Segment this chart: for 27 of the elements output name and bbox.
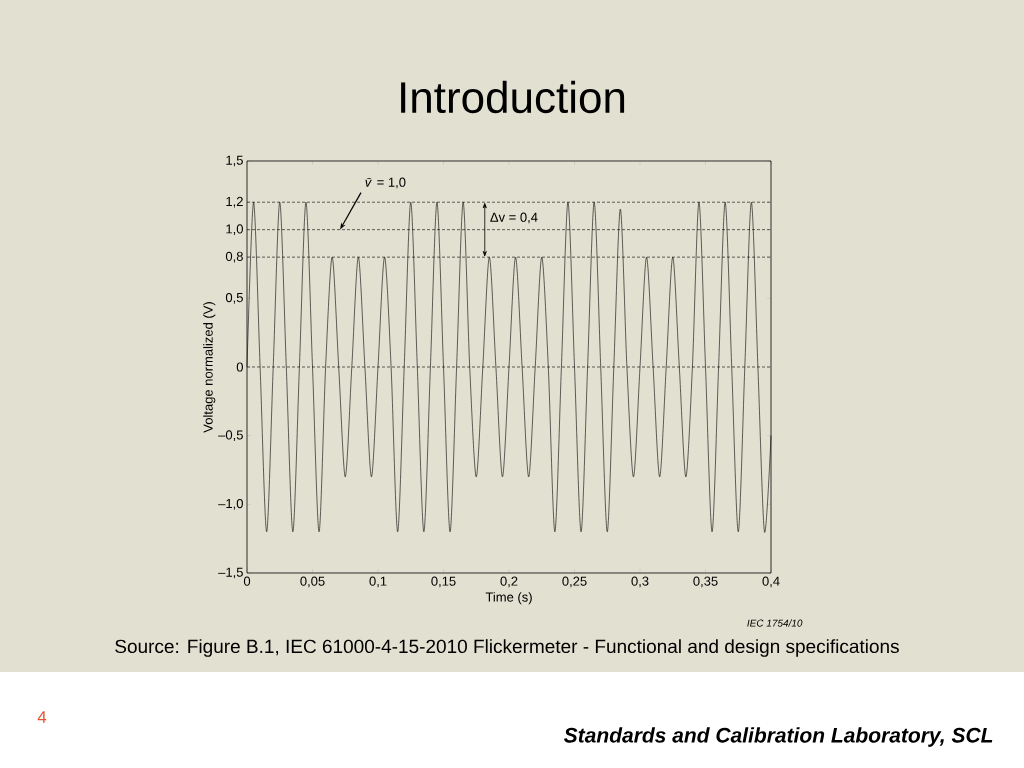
source-note: Source: Figure B.1, IEC 61000-4-15-2010 Flickermeter - Functional and design specifications: [115, 639, 899, 657]
text: 4: [37, 711, 47, 723]
x-tick-label: 0,2: [500, 576, 518, 588]
y-tick-label: 1,0: [226, 224, 243, 236]
x-tick-label: 0,1: [369, 576, 387, 588]
annotation: v̄ = 1,0: [365, 177, 406, 189]
x-tick-label: 0,25: [562, 576, 587, 588]
y-tick-label: 1,2: [226, 196, 243, 208]
annotation: Δv = 0,4: [490, 212, 538, 224]
chart-title: Introduction: [401, 80, 625, 114]
x-tick-label: 0,05: [300, 576, 325, 588]
text: IEC 1754/10: [747, 619, 803, 627]
y-tick-label: 0,5: [225, 292, 243, 304]
y-tick-label: –1,5: [218, 567, 243, 579]
y-tick-label: 1,5: [226, 155, 243, 167]
y-tick-label: –0,5: [218, 430, 243, 442]
x-tick-label: 0,4: [762, 576, 780, 588]
y-tick-label: 0,8: [225, 251, 243, 263]
x-tick-label: 0,35: [693, 576, 718, 588]
x-axis-title: Time (s): [485, 592, 532, 605]
y-tick-label: 0: [236, 362, 243, 372]
text: Standards and Calibration Laboratory, SCL: [563, 727, 993, 747]
x-tick-label: 0,15: [431, 576, 456, 588]
y-axis-title: Voltage normalized (V): [203, 302, 216, 433]
x-tick-label: 0,3: [631, 576, 649, 588]
y-tick-label: –1,0: [218, 498, 243, 510]
x-tick-label: 0: [243, 576, 251, 586]
